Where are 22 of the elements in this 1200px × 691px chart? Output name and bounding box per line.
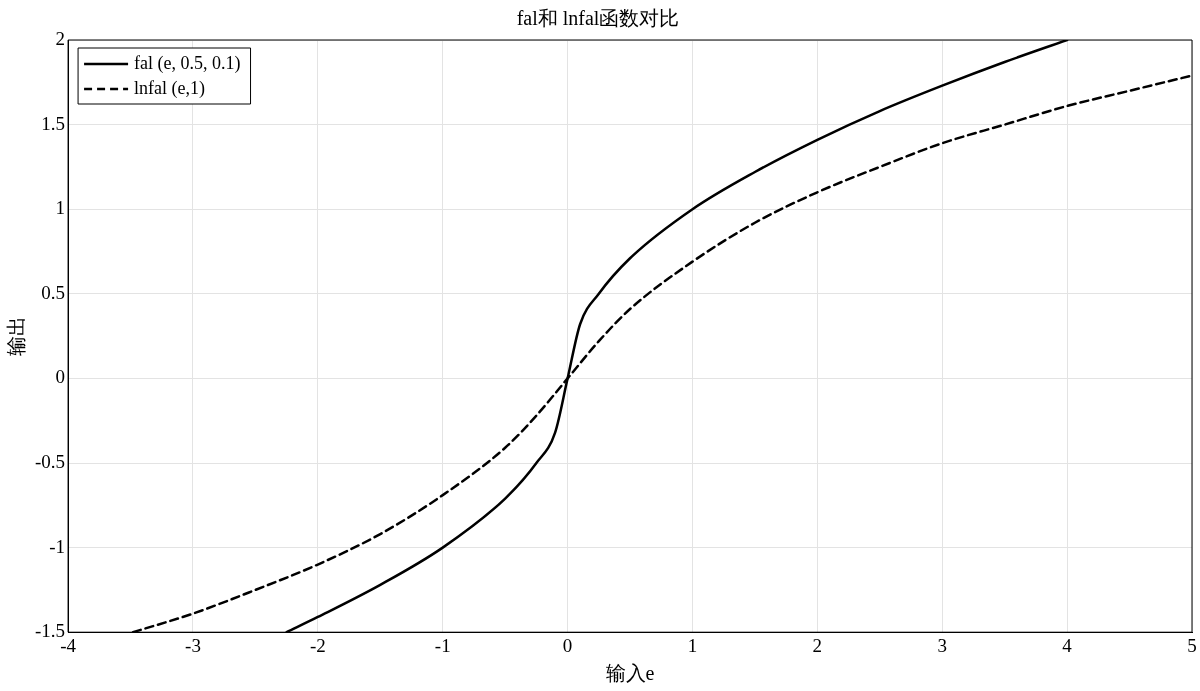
- y-axis-title: 输出: [5, 316, 28, 357]
- x-tick-label: -2: [309, 634, 326, 656]
- x-tick-label: 2: [812, 634, 823, 656]
- x-tick-label: 3: [937, 634, 947, 656]
- y-tick-label: 1: [55, 197, 66, 219]
- x-axis-title: 输入e: [605, 662, 655, 685]
- y-tick-label: -0.5: [35, 450, 66, 472]
- legend-label: fal (e, 0.5, 0.1): [134, 52, 241, 74]
- x-tick-label: -1: [434, 634, 451, 656]
- y-tick-label: -1.5: [35, 620, 66, 642]
- x-tick-label: -3: [185, 634, 201, 656]
- x-tick-label: 5: [1187, 634, 1197, 656]
- chart-title: fal和 lnfal函数对比: [516, 7, 680, 30]
- x-tick-label: 0: [562, 634, 573, 656]
- x-tick-label: 1: [687, 634, 698, 656]
- legend-label: lnfal (e,1): [134, 77, 206, 99]
- y-tick-label: 0.5: [41, 281, 66, 303]
- y-tick-label: 2: [55, 27, 66, 49]
- y-tick-label: 0: [55, 366, 66, 388]
- y-tick-label: 1.5: [41, 112, 66, 134]
- y-tick-label: -1: [49, 535, 66, 557]
- x-tick-label: 4: [1062, 634, 1073, 656]
